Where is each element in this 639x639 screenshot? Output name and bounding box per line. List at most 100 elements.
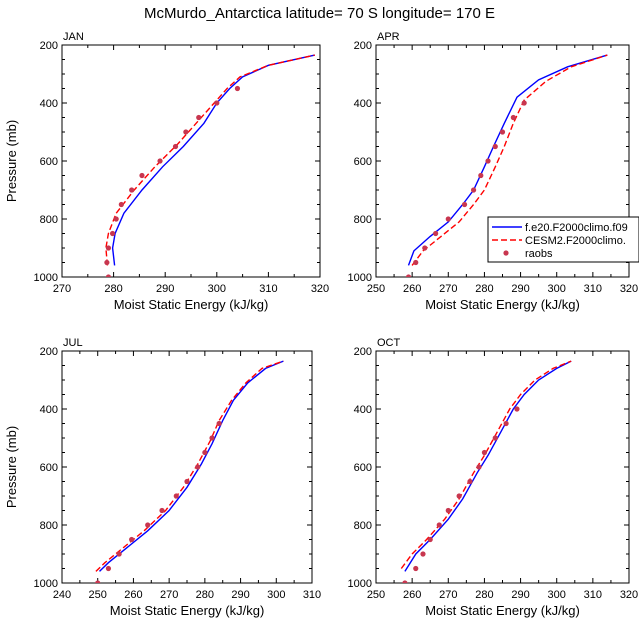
y-tick-label: 600 bbox=[354, 156, 372, 168]
plot-area bbox=[95, 360, 284, 583]
series-line-cesm2 bbox=[411, 54, 608, 266]
y-tick-label: 400 bbox=[354, 404, 372, 416]
legend-marker bbox=[503, 250, 509, 256]
x-tick-label: 260 bbox=[403, 283, 421, 295]
raobs-point bbox=[478, 172, 484, 179]
x-axis-label: Moist Static Energy (kJ/kg) bbox=[425, 603, 580, 618]
panel-label: APR bbox=[377, 31, 400, 43]
raobs-point bbox=[129, 187, 135, 193]
raobs-point bbox=[195, 464, 201, 470]
raobs-point bbox=[492, 143, 498, 150]
raobs-point bbox=[481, 449, 488, 456]
series-line-fe20 bbox=[407, 54, 608, 266]
series-line-cesm2 bbox=[95, 360, 284, 572]
panel-apr: APR 250 260 270 280 290 300 310 320 200 400 600 800 1… bbox=[348, 31, 639, 312]
x-tick-label: 310 bbox=[259, 283, 277, 295]
raobs-point bbox=[145, 522, 151, 528]
y-tick-label: 1000 bbox=[34, 272, 58, 284]
y-tick-label: 800 bbox=[354, 520, 372, 532]
raobs-point bbox=[492, 435, 498, 441]
raobs-point bbox=[196, 114, 202, 121]
x-axis-label: Moist Static Energy (kJ/kg) bbox=[114, 297, 269, 312]
y-tick-label: 1000 bbox=[348, 272, 372, 284]
legend-label: CESM2.F2000climo. bbox=[525, 235, 626, 247]
x-tick-label: 290 bbox=[156, 283, 174, 295]
y-axis-label: Pressure (mb) bbox=[4, 426, 19, 508]
raobs-point bbox=[172, 143, 179, 150]
x-tick-label: 270 bbox=[53, 283, 71, 295]
raobs-point bbox=[521, 100, 527, 106]
raobs-point bbox=[461, 201, 468, 208]
raobs-point bbox=[485, 158, 491, 164]
raobs-point bbox=[456, 493, 462, 499]
raobs-point bbox=[514, 406, 520, 412]
y-tick-label: 200 bbox=[40, 346, 58, 358]
series-line-cesm2 bbox=[400, 360, 572, 569]
x-tick-label: 260 bbox=[403, 589, 421, 601]
plot-area bbox=[400, 360, 572, 583]
plot-area bbox=[104, 54, 315, 277]
x-tick-label: 280 bbox=[196, 589, 214, 601]
x-tick-label: 320 bbox=[311, 283, 329, 295]
panel-label: JAN bbox=[63, 31, 84, 43]
x-tick-label: 280 bbox=[475, 589, 493, 601]
y-tick-label: 400 bbox=[354, 98, 372, 110]
y-tick-label: 800 bbox=[40, 520, 58, 532]
x-tick-label: 310 bbox=[303, 589, 321, 601]
y-tick-label: 800 bbox=[354, 214, 372, 226]
x-tick-label: 290 bbox=[231, 589, 249, 601]
panels: JAN 270 280 290 300 310 320 200 400 600 800 1000 Moi… bbox=[4, 31, 638, 618]
x-tick-label: 280 bbox=[104, 283, 122, 295]
raobs-point bbox=[470, 187, 477, 193]
raobs-point bbox=[184, 478, 190, 485]
x-axis-label: Moist Static Energy (kJ/kg) bbox=[425, 297, 580, 312]
raobs-point bbox=[105, 245, 112, 251]
panel-jul: JUL 240 250 260 270 280 290 300 310 200 400 600 800 1… bbox=[4, 337, 321, 618]
raobs-point bbox=[95, 580, 101, 583]
raobs-point bbox=[202, 449, 208, 456]
y-tick-label: 600 bbox=[40, 462, 58, 474]
raobs-point bbox=[433, 230, 439, 237]
panel-jan: JAN 270 280 290 300 310 320 200 400 600 800 1000 Moi… bbox=[4, 31, 329, 312]
panel-label: JUL bbox=[63, 337, 83, 349]
y-tick-label: 600 bbox=[40, 156, 58, 168]
y-tick-label: 1000 bbox=[34, 578, 58, 590]
raobs-point bbox=[104, 259, 110, 266]
raobs-point bbox=[510, 114, 516, 121]
x-tick-label: 270 bbox=[439, 589, 457, 601]
plot-frame bbox=[375, 350, 630, 584]
x-tick-label: 270 bbox=[160, 589, 178, 601]
y-tick-label: 800 bbox=[40, 214, 58, 226]
page-title: McMurdo_Antarctica latitude= 70 S longit… bbox=[144, 5, 495, 22]
x-tick-label: 240 bbox=[53, 589, 71, 601]
x-tick-label: 250 bbox=[367, 283, 385, 295]
raobs-point bbox=[405, 274, 412, 277]
x-tick-label: 290 bbox=[511, 589, 529, 601]
raobs-point bbox=[214, 100, 220, 106]
y-axis-label: Pressure (mb) bbox=[4, 120, 19, 202]
y-tick-label: 200 bbox=[354, 40, 372, 52]
legend-label: raobs bbox=[525, 248, 553, 260]
raobs-point bbox=[139, 172, 145, 179]
x-tick-label: 310 bbox=[584, 589, 602, 601]
x-tick-label: 320 bbox=[620, 589, 638, 601]
raobs-point bbox=[105, 274, 112, 277]
plot-area bbox=[405, 54, 608, 277]
raobs-point bbox=[503, 420, 509, 427]
raobs-point bbox=[427, 536, 433, 543]
x-tick-label: 250 bbox=[367, 589, 385, 601]
x-tick-label: 280 bbox=[475, 283, 493, 295]
raobs-point bbox=[173, 493, 179, 499]
y-tick-label: 1000 bbox=[348, 578, 372, 590]
x-axis-label: Moist Static Energy (kJ/kg) bbox=[110, 603, 265, 618]
legend-box bbox=[487, 216, 639, 263]
raobs-point bbox=[413, 565, 419, 572]
legend-label: f.e20.F2000climo.f09 bbox=[525, 222, 628, 234]
raobs-point bbox=[209, 435, 215, 441]
legend: f.e20.F2000climo.f09CESM2.F2000climo.rao… bbox=[487, 216, 639, 263]
x-tick-label: 250 bbox=[89, 589, 107, 601]
raobs-point bbox=[436, 522, 442, 528]
series-line-fe20 bbox=[111, 54, 315, 266]
raobs-point bbox=[234, 85, 241, 92]
